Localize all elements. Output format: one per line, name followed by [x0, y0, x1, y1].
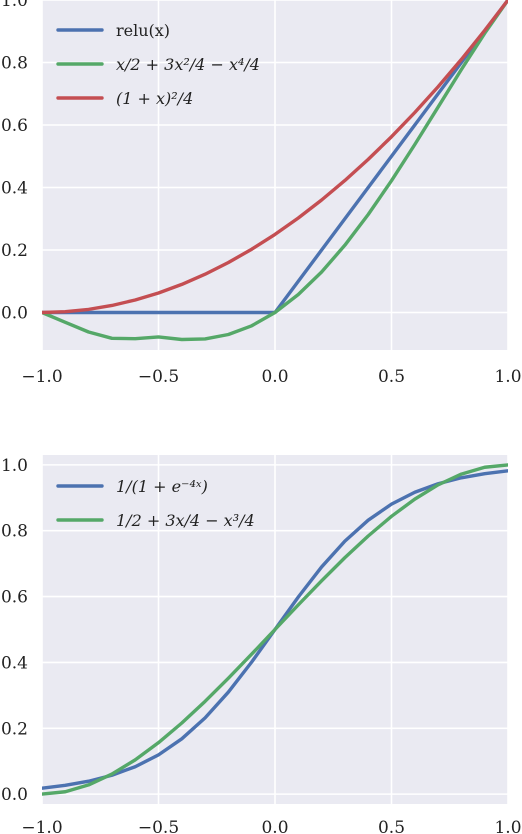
- x-tick-label: −0.5: [138, 367, 179, 387]
- chart-top: −1.0 −0.5 0.0 0.5 1.0 0.0 0.2 0.4 0.6 0.8 1.0 relu(…: [1, 0, 522, 387]
- series-line-1: [42, 463, 508, 796]
- x-tick-label: 0.5: [378, 818, 405, 834]
- y-tick-label: 0.6: [1, 588, 28, 608]
- y-tick-label: 1.0: [1, 456, 28, 476]
- series-line-2: [42, 0, 508, 315]
- x-tick-label: 1.0: [494, 367, 521, 387]
- y-tick-label: 1.0: [1, 0, 28, 11]
- y-tick-label: 0.0: [1, 304, 28, 324]
- legend-label: 1/(1 + e⁻⁴ˣ): [116, 477, 208, 496]
- chart-bottom: −1.0 −0.5 0.0 0.5 1.0 0.0 0.2 0.4 0.6 0.8 1.0 1/(1 …: [1, 455, 522, 834]
- y-tick-label: 0.2: [1, 719, 28, 739]
- x-tick-label: 0.0: [261, 818, 288, 834]
- y-tick-label: 0.4: [1, 653, 28, 673]
- y-tick-label: 0.4: [1, 179, 28, 199]
- x-tick-label: 0.5: [378, 367, 405, 387]
- legend-label: relu(x): [116, 21, 170, 40]
- legend-label: (1 + x)²/4: [116, 89, 193, 108]
- y-tick-label: 0.6: [1, 116, 28, 136]
- x-tick-label: 0.0: [261, 367, 288, 387]
- series-group: [42, 463, 508, 796]
- series-group: [42, 0, 508, 342]
- x-tick-label: −0.5: [138, 818, 179, 834]
- x-tick-label: 1.0: [494, 818, 521, 834]
- y-tick-label: 0.8: [1, 54, 28, 74]
- x-tick-label: −1.0: [21, 818, 62, 834]
- legend-label: 1/2 + 3x/4 − x³/4: [116, 511, 255, 530]
- x-tick-label: −1.0: [21, 367, 62, 387]
- y-tick-label: 0.8: [1, 522, 28, 542]
- legend-label: x/2 + 3x²/4 − x⁴/4: [116, 55, 260, 74]
- y-tick-label: 0.0: [1, 785, 28, 805]
- y-tick-label: 0.2: [1, 241, 28, 261]
- series-line-1: [42, 0, 508, 342]
